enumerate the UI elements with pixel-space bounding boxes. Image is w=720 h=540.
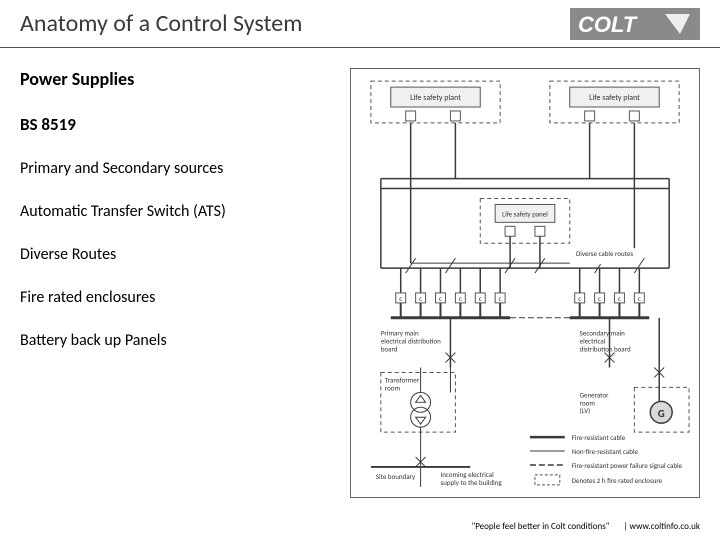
primary-board-label: Primary main electrical distribution boa… bbox=[381, 329, 443, 354]
transformer-room-label: Transformer room bbox=[385, 375, 421, 392]
svg-text:Denotes 2 h fire rated enclosu: Denotes 2 h fire rated enclosure bbox=[572, 476, 663, 485]
footer: "People feel better in Colt conditions" … bbox=[472, 521, 700, 532]
svg-text:Diverse cable routes: Diverse cable routes bbox=[576, 249, 633, 258]
svg-text:c: c bbox=[439, 294, 442, 303]
svg-text:c: c bbox=[419, 294, 422, 303]
diagram-panel: Life safety plant Life safety plant L bbox=[350, 68, 700, 498]
svg-text:c: c bbox=[598, 294, 601, 303]
svg-text:c: c bbox=[578, 294, 581, 303]
list-item: Battery back up Panels bbox=[20, 331, 350, 350]
list-item: Diverse Routes bbox=[20, 245, 350, 264]
header-bar: Anatomy of a Control System COLT bbox=[0, 0, 720, 48]
page-title: Anatomy of a Control System bbox=[20, 9, 302, 38]
svg-text:Non-fire-resistant cable: Non-fire-resistant cable bbox=[572, 447, 639, 456]
section-subheading: BS 8519 bbox=[20, 114, 350, 135]
svg-text:Fire-resistant cable: Fire-resistant cable bbox=[572, 433, 626, 442]
svg-text:c: c bbox=[479, 294, 482, 303]
control-system-diagram: Life safety plant Life safety plant L bbox=[351, 69, 699, 497]
logo: COLT bbox=[570, 8, 700, 40]
svg-text:c: c bbox=[499, 294, 502, 303]
footer-url: | www.coltinfo.co.uk bbox=[623, 521, 700, 532]
footer-tagline: "People feel better in Colt conditions" bbox=[472, 521, 610, 532]
list-item: Automatic Transfer Switch (ATS) bbox=[20, 202, 350, 221]
list-item: Fire rated enclosures bbox=[20, 288, 350, 307]
svg-text:c: c bbox=[618, 294, 621, 303]
generator-room-label: Generator room (LV) bbox=[580, 390, 610, 415]
left-column: Power Supplies BS 8519 Primary and Secon… bbox=[20, 68, 350, 498]
colt-logo-icon: COLT bbox=[570, 8, 700, 40]
svg-text:G: G bbox=[658, 407, 665, 420]
section-heading: Power Supplies bbox=[20, 68, 350, 90]
svg-text:Life safety plant: Life safety plant bbox=[589, 93, 640, 103]
svg-text:c: c bbox=[638, 294, 641, 303]
svg-text:Fire-resistant power failure s: Fire-resistant power failure signal cabl… bbox=[572, 461, 683, 470]
site-boundary-label: Site boundary bbox=[376, 472, 416, 481]
secondary-board-label: Secondary main electrical distribution b… bbox=[580, 329, 631, 354]
svg-text:c: c bbox=[459, 294, 462, 303]
content-area: Power Supplies BS 8519 Primary and Secon… bbox=[0, 48, 720, 498]
svg-text:Life safety plant: Life safety plant bbox=[410, 93, 461, 103]
svg-text:COLT: COLT bbox=[578, 12, 638, 37]
svg-text:Life safety panel: Life safety panel bbox=[502, 209, 548, 218]
incoming-supply-label: Incoming electrical supply to the buildi… bbox=[440, 470, 502, 487]
list-item: Primary and Secondary sources bbox=[20, 159, 350, 178]
svg-text:c: c bbox=[399, 294, 402, 303]
